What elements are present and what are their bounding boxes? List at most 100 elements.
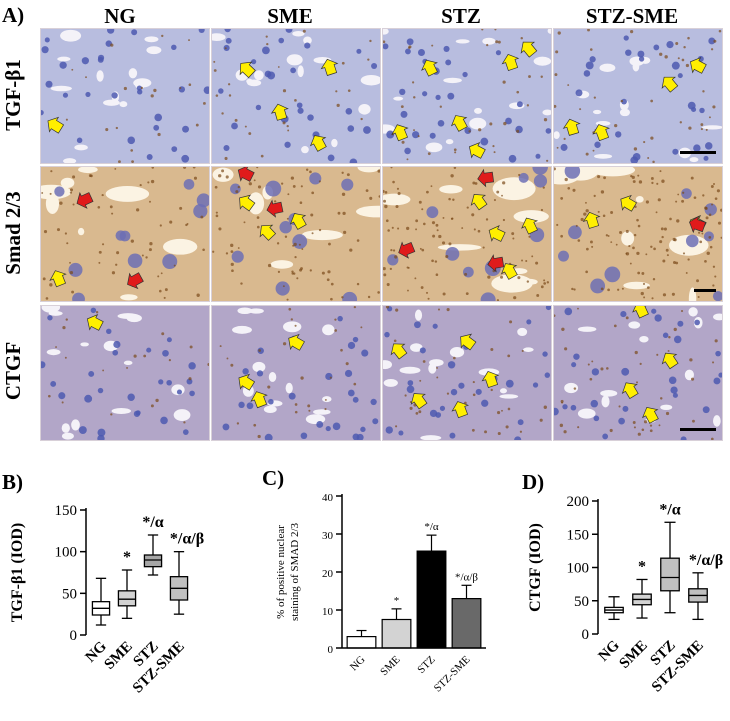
stain-speck bbox=[41, 192, 44, 194]
stain-speck bbox=[150, 179, 155, 184]
stain-speck bbox=[85, 76, 87, 79]
cell-nucleus bbox=[58, 392, 66, 400]
stain-speck bbox=[299, 268, 303, 272]
stain-speck bbox=[542, 186, 545, 189]
stain-speck bbox=[497, 40, 501, 44]
cell-nucleus bbox=[288, 392, 296, 400]
chart-d-y-tick-label: 50 bbox=[574, 594, 589, 610]
sinusoid-space bbox=[635, 195, 644, 203]
stain-speck bbox=[183, 167, 187, 169]
stain-speck bbox=[704, 207, 708, 210]
cell-nucleus bbox=[218, 88, 224, 94]
stain-speck bbox=[228, 94, 232, 97]
stain-speck bbox=[685, 272, 688, 274]
sinusoid-space bbox=[80, 342, 89, 347]
stain-speck bbox=[672, 260, 676, 264]
yellow-arrow bbox=[562, 118, 581, 136]
stain-speck bbox=[392, 249, 396, 252]
sinusoid-space bbox=[74, 144, 88, 151]
stain-speck bbox=[714, 275, 717, 278]
stain-speck bbox=[507, 407, 511, 411]
stain-speck bbox=[675, 42, 679, 46]
cell-nucleus bbox=[680, 436, 687, 440]
sinusoid-space bbox=[263, 405, 277, 414]
tissue-background bbox=[41, 29, 209, 163]
sinusoid-space bbox=[163, 238, 198, 255]
stain-speck bbox=[321, 271, 325, 275]
sinusoid-space bbox=[439, 185, 463, 194]
stain-speck bbox=[324, 407, 327, 411]
chart-b-y-tick-label: 50 bbox=[62, 586, 77, 602]
red-arrow bbox=[266, 199, 284, 218]
stain-speck bbox=[299, 201, 303, 204]
stain-speck bbox=[643, 140, 646, 144]
sinusoid-space bbox=[254, 70, 264, 81]
stain-speck bbox=[585, 209, 589, 213]
stain-speck bbox=[620, 99, 624, 103]
chart-c-category-label: SME bbox=[378, 653, 403, 678]
stain-speck bbox=[525, 259, 528, 262]
stain-speck bbox=[700, 127, 703, 131]
stain-speck bbox=[656, 182, 659, 185]
chart-c: 0 10 20 30 40 % of positive nuclear staining o… bbox=[262, 466, 492, 721]
cell-nucleus bbox=[558, 250, 569, 262]
stain-speck bbox=[277, 66, 280, 68]
stain-speck bbox=[95, 311, 99, 314]
sinusoid-space bbox=[688, 307, 698, 317]
cell-nucleus bbox=[307, 114, 314, 121]
sinusoid-space bbox=[443, 77, 462, 84]
cell-nucleus bbox=[593, 415, 600, 422]
stain-speck bbox=[496, 190, 500, 194]
stain-speck bbox=[450, 174, 454, 178]
chart-b-y-tick-label: 100 bbox=[55, 545, 78, 561]
sinusoid-space bbox=[482, 37, 496, 45]
stain-speck bbox=[385, 306, 390, 309]
stain-speck bbox=[337, 211, 341, 215]
stain-speck bbox=[528, 75, 531, 78]
stain-speck bbox=[394, 255, 398, 259]
stain-speck bbox=[600, 367, 604, 371]
yellow-arrow bbox=[289, 213, 307, 230]
stain-speck bbox=[714, 339, 718, 343]
stain-speck bbox=[561, 327, 565, 332]
cell-nucleus bbox=[570, 404, 577, 411]
cell-nucleus bbox=[78, 426, 87, 435]
stain-speck bbox=[672, 237, 676, 242]
micrograph-ctgf-ng bbox=[40, 305, 210, 441]
red-arrow bbox=[127, 272, 144, 290]
cell-nucleus bbox=[316, 421, 324, 428]
stain-speck bbox=[543, 279, 546, 282]
cell-nucleus bbox=[495, 50, 502, 56]
cell-nucleus bbox=[562, 404, 568, 410]
stain-speck bbox=[386, 283, 390, 287]
stain-speck bbox=[157, 275, 160, 278]
red-arrow bbox=[487, 254, 505, 273]
cell-nucleus bbox=[386, 130, 395, 139]
cell-nucleus bbox=[162, 349, 169, 357]
stain-speck bbox=[696, 279, 699, 283]
stain-speck bbox=[395, 308, 399, 312]
stain-speck bbox=[710, 437, 714, 440]
stain-speck bbox=[431, 221, 436, 225]
stain-speck bbox=[490, 348, 494, 352]
cell-nucleus bbox=[693, 144, 701, 152]
stain-speck bbox=[385, 219, 389, 223]
stain-speck bbox=[253, 423, 257, 427]
cell-nucleus bbox=[412, 131, 420, 139]
stain-speck bbox=[334, 329, 338, 332]
stain-speck bbox=[69, 261, 71, 264]
stain-speck bbox=[296, 277, 299, 280]
cell-nucleus bbox=[162, 254, 178, 270]
stain-speck bbox=[161, 34, 164, 38]
stain-speck bbox=[230, 262, 234, 266]
panel-d-label: D) bbox=[522, 470, 545, 494]
stain-speck bbox=[472, 380, 475, 384]
sinusoid-space bbox=[105, 186, 150, 202]
stain-speck bbox=[540, 75, 543, 78]
sinusoid-space bbox=[577, 326, 597, 332]
cell-nucleus bbox=[432, 323, 438, 329]
stain-speck bbox=[439, 105, 442, 108]
stain-speck bbox=[291, 270, 294, 273]
stain-speck bbox=[426, 190, 429, 194]
stain-speck bbox=[573, 288, 576, 291]
